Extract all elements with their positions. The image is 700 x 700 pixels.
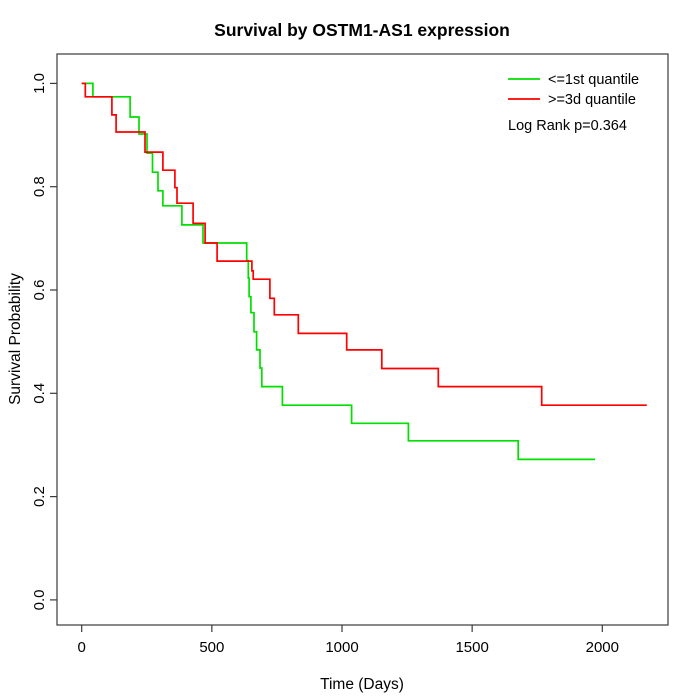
legend-label-first-quantile: <=1st quantile [548, 72, 639, 88]
survival-curves [81, 82, 647, 461]
legend-label-third-quantile: >=3d quantile [548, 92, 636, 108]
y-tick-label: 0.2 [31, 486, 48, 507]
x-axis-title: Time (Days) [320, 676, 404, 693]
survival-curve-low-expression [81, 82, 595, 461]
y-axis-title: Survival Probability [7, 273, 24, 405]
x-tick-label: 1000 [325, 639, 358, 656]
survival-curve-high-expression [81, 82, 647, 407]
plot-box [56, 53, 669, 626]
y-tick-label: 0.6 [31, 280, 48, 301]
x-tick-label: 1500 [455, 639, 488, 656]
x-tick-label: 2000 [586, 639, 619, 656]
legend: <=1st quantile >=3d quantile Log Rank p=… [508, 72, 639, 134]
x-tick-label: 0 [78, 639, 86, 656]
y-tick-label: 0.0 [31, 589, 48, 610]
y-tick-label: 0.4 [31, 383, 48, 404]
x-tick-label: 500 [199, 639, 224, 656]
x-axis-ticks: 0 500 1000 1500 2000 [78, 625, 619, 656]
y-tick-label: 0.8 [31, 176, 48, 197]
y-axis-ticks: 0.0 0.2 0.4 0.6 0.8 1.0 [31, 73, 57, 610]
log-rank-annotation: Log Rank p=0.364 [508, 118, 627, 134]
y-tick-label: 1.0 [31, 73, 48, 94]
chart-title: Survival by OSTM1-AS1 expression [214, 20, 510, 40]
